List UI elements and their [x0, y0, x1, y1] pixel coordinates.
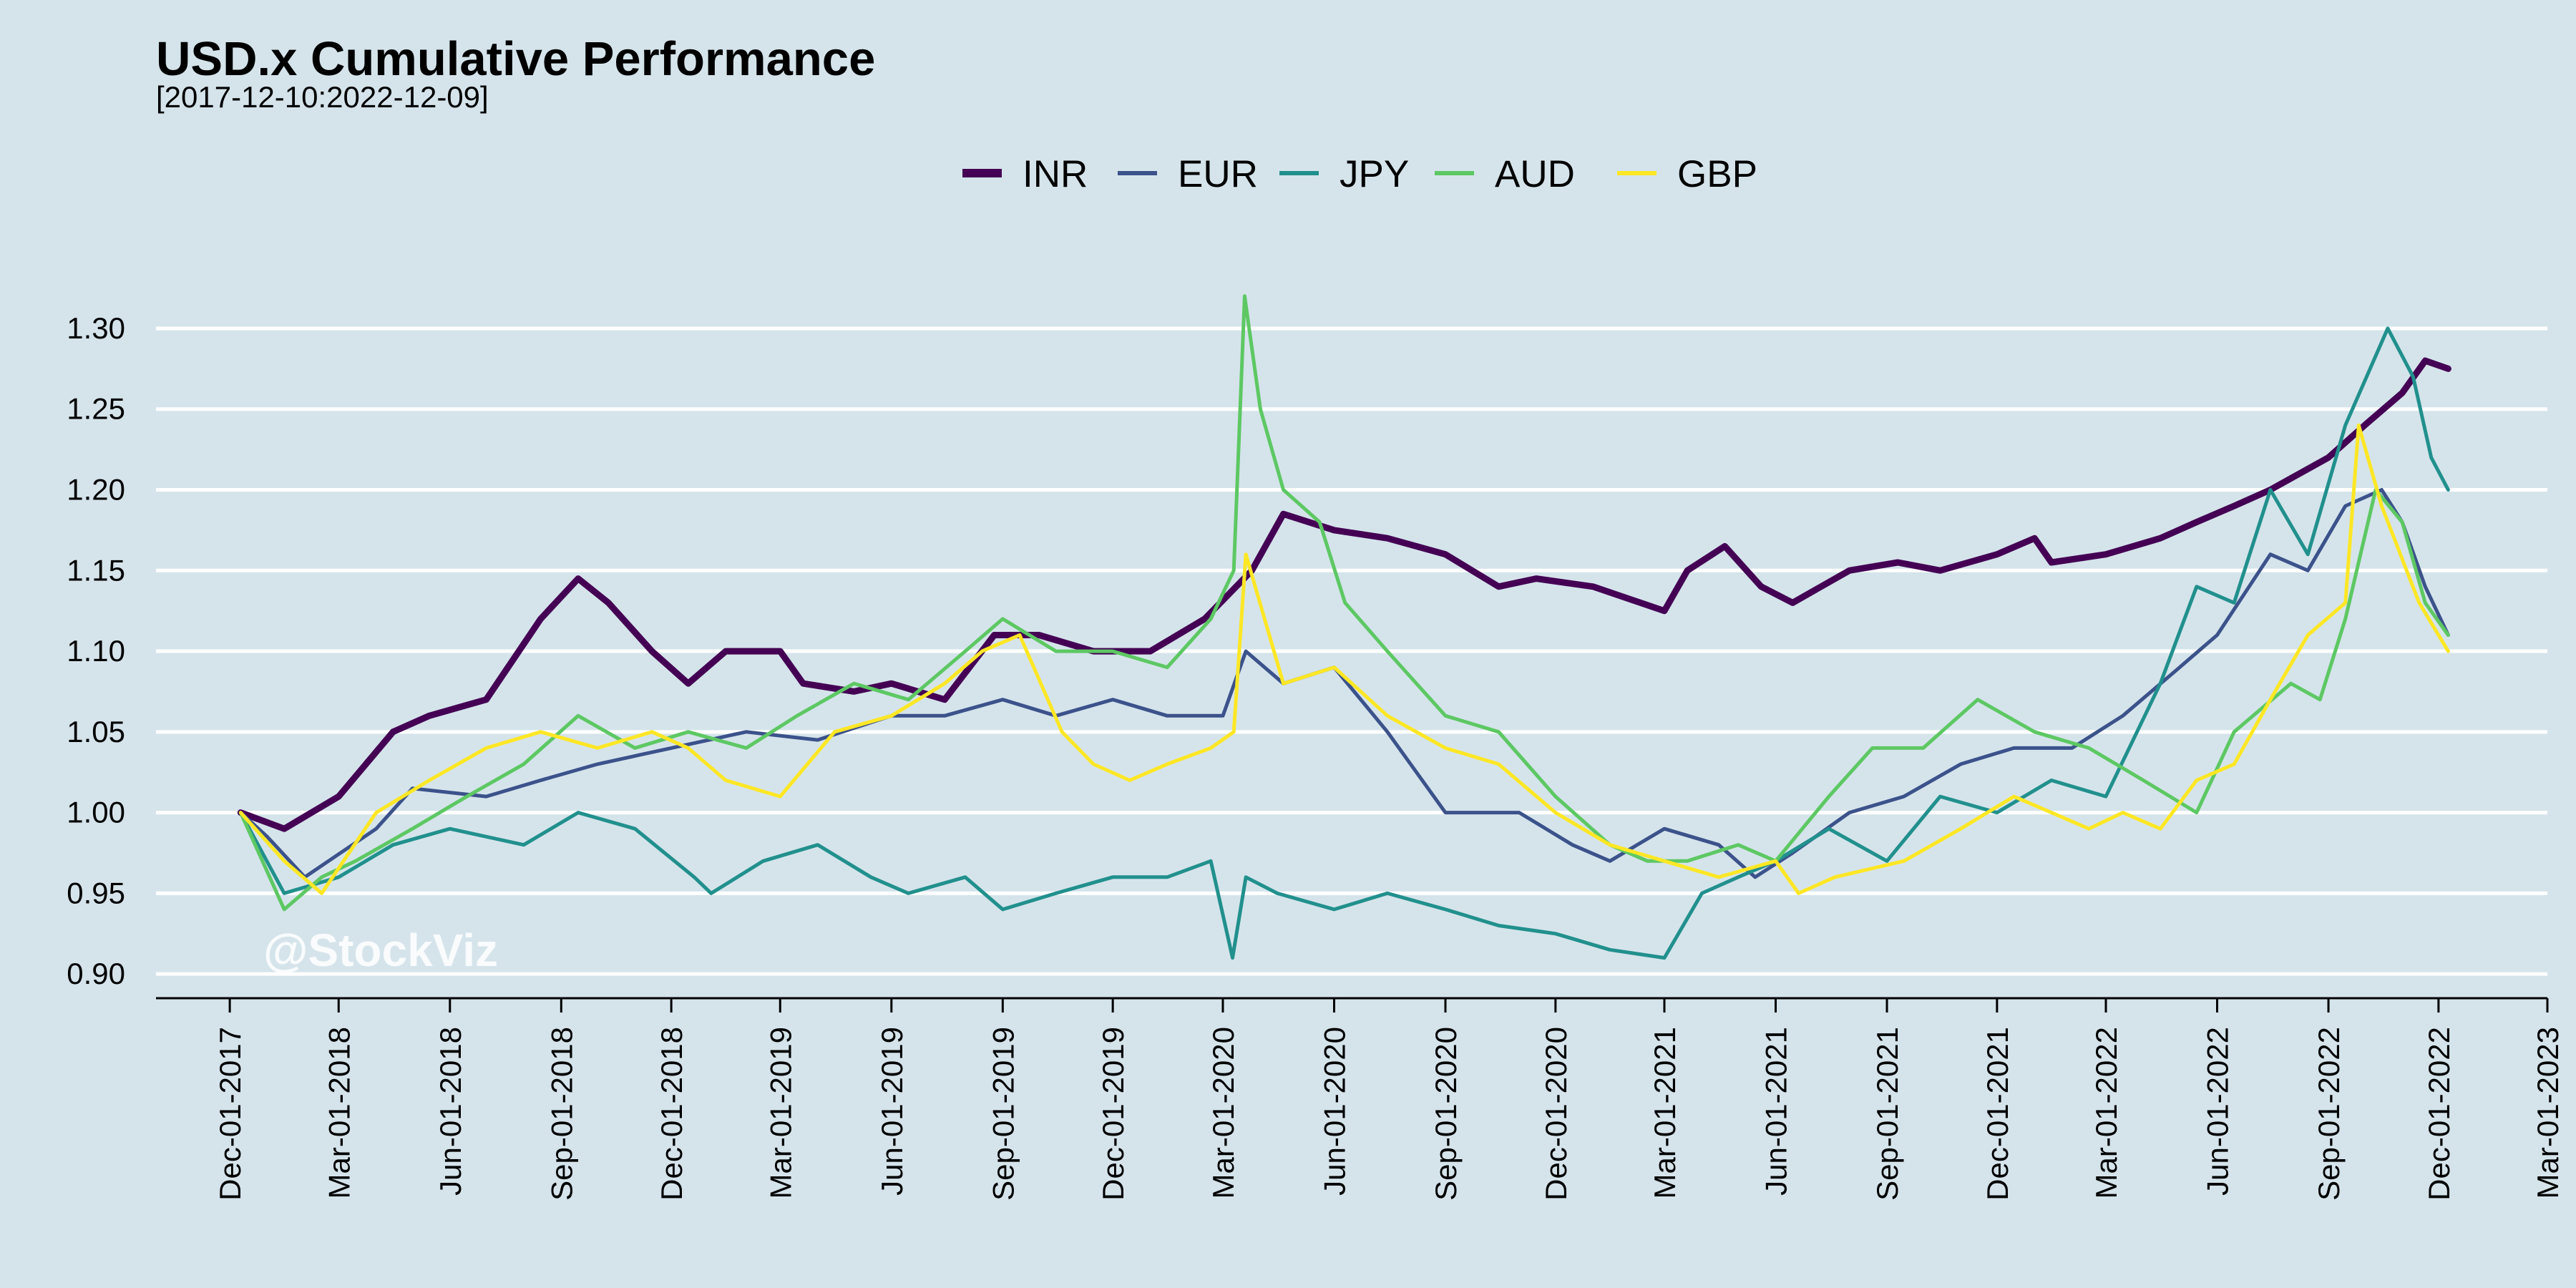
- x-tick-label: Dec-01-2019: [1096, 1027, 1130, 1201]
- x-tick-label: Jun-01-2021: [1759, 1027, 1792, 1196]
- series-lines: [237, 294, 2451, 960]
- x-tick-label: Mar-01-2021: [1648, 1027, 1682, 1199]
- x-tick-label: Mar-01-2019: [763, 1027, 797, 1199]
- watermark: @StockViz: [263, 924, 498, 976]
- grid-lines: [156, 326, 2547, 976]
- x-tick-label: Mar-01-2020: [1206, 1027, 1240, 1199]
- x-tick-label: Sep-01-2021: [1870, 1027, 1904, 1201]
- x-tick-label: Sep-01-2020: [1429, 1027, 1463, 1201]
- y-tick-label: 0.95: [67, 876, 125, 909]
- y-tick-label: 1.05: [67, 715, 125, 748]
- legend-label-jpy: JPY: [1340, 153, 1409, 195]
- legend: INR EUR JPY AUD GBP: [962, 153, 1757, 195]
- series-line-inr: [237, 357, 2451, 832]
- x-tick-label: Jun-01-2018: [434, 1027, 467, 1196]
- x-tick-label: Dec-01-2021: [1981, 1027, 2014, 1201]
- x-tick-label: Sep-01-2018: [545, 1027, 578, 1201]
- x-tick-label: Dec-01-2022: [2422, 1027, 2456, 1201]
- y-tick-label: 1.00: [67, 796, 125, 829]
- legend-label-aud: AUD: [1495, 153, 1575, 195]
- x-tick-label: Mar-01-2022: [2089, 1027, 2123, 1199]
- x-tick-label: Dec-01-2018: [655, 1027, 688, 1201]
- x-tick-label: Jun-01-2022: [2201, 1027, 2235, 1196]
- legend-label-gbp: GBP: [1677, 153, 1757, 195]
- y-tick-label: 0.90: [67, 957, 125, 990]
- y-tick-label: 1.15: [67, 553, 125, 587]
- legend-label-inr: INR: [1023, 153, 1088, 195]
- axes: 0.90 0.95 1.00 1.05 1.10 1.15 1.20 1.25 1.30 Dec-…: [67, 311, 2565, 1201]
- x-tick-label: Mar-01-2018: [322, 1027, 356, 1199]
- x-tick-label: Sep-01-2022: [2312, 1027, 2346, 1201]
- legend-label-eur: EUR: [1178, 153, 1258, 195]
- series-line-gbp: [238, 423, 2450, 895]
- watermark-text: @StockViz: [263, 924, 498, 976]
- y-tick-label: 1.25: [67, 392, 125, 426]
- series-line-eur: [238, 488, 2450, 879]
- x-tick-label: Mar-01-2023: [2531, 1027, 2565, 1199]
- x-tick-label: Dec-01-2017: [213, 1027, 247, 1201]
- series-line-jpy: [238, 326, 2450, 960]
- x-tick-label: Jun-01-2020: [1317, 1027, 1351, 1196]
- chart-title: USD.x Cumulative Performance: [156, 32, 876, 86]
- y-tick-label: 1.10: [67, 634, 125, 668]
- y-tick-label: 1.30: [67, 311, 125, 345]
- chart-subtitle: [2017-12-10:2022-12-09]: [156, 80, 489, 114]
- x-tick-label: Sep-01-2019: [986, 1027, 1020, 1201]
- x-tick-label: Jun-01-2019: [875, 1027, 909, 1196]
- y-tick-label: 1.20: [67, 473, 125, 507]
- x-tick-label: Dec-01-2020: [1539, 1027, 1573, 1201]
